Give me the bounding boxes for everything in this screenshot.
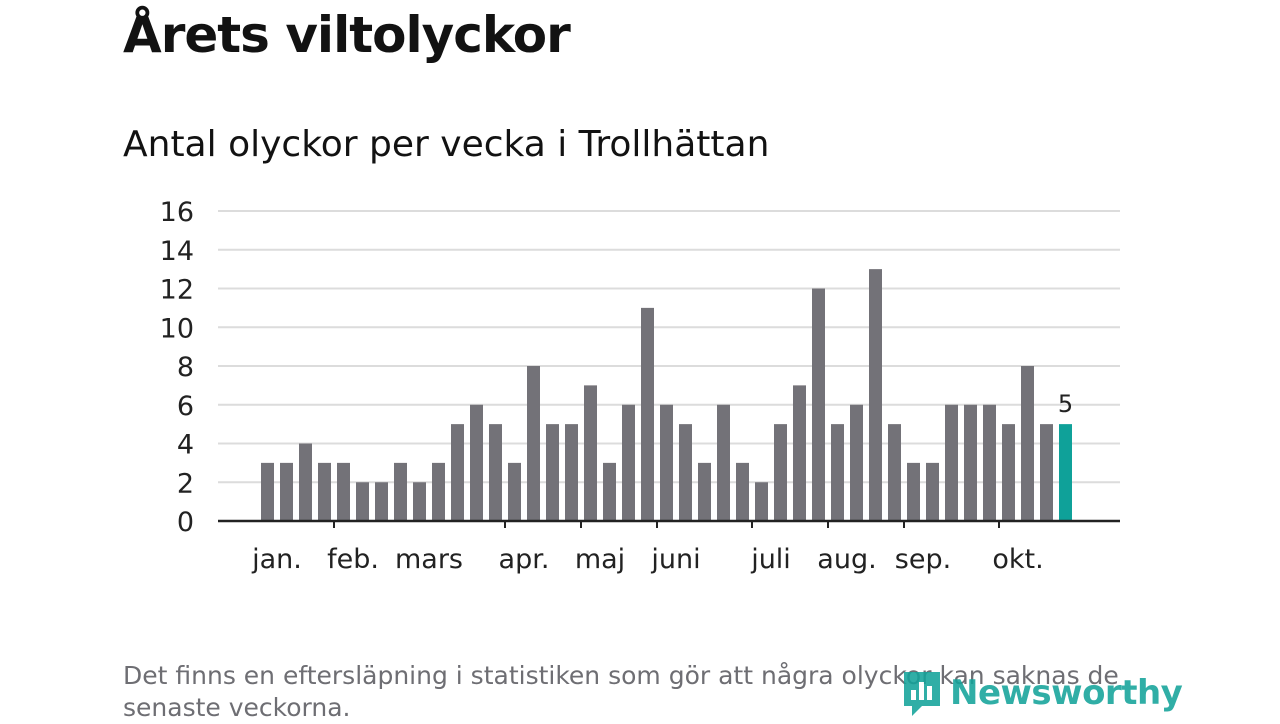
- bar: [869, 269, 882, 521]
- bar: [584, 385, 597, 521]
- x-tick-label: feb.: [327, 544, 379, 575]
- bar: [907, 462, 920, 521]
- newsworthy-logo-icon: [904, 672, 940, 716]
- y-tick-label: 10: [160, 313, 194, 344]
- bar: [356, 482, 369, 521]
- bar: [508, 462, 521, 521]
- x-axis-month-labels: jan. feb. mars apr. maj juni juli aug. sep. okt.: [251, 544, 1044, 575]
- bar: [774, 424, 787, 521]
- bar: [831, 424, 844, 521]
- y-tick-label: 6: [177, 391, 194, 422]
- bar: [983, 404, 996, 521]
- x-tick-label: juli: [750, 544, 791, 575]
- bar: [470, 404, 483, 521]
- bar: [660, 404, 673, 521]
- bar: [318, 462, 331, 521]
- bar-latest-week: [1059, 424, 1072, 521]
- bar: [755, 482, 768, 521]
- newsworthy-logo: Newsworthy: [900, 668, 1183, 718]
- bar: [375, 482, 388, 521]
- y-tick-label: 14: [160, 236, 194, 267]
- y-tick-label: 8: [177, 352, 194, 383]
- x-tick-label: jan.: [251, 544, 302, 575]
- x-tick-label: juni: [650, 544, 700, 575]
- bar: [812, 288, 825, 521]
- bar: [1002, 424, 1015, 521]
- x-tick-label: mars: [395, 544, 463, 575]
- bar: [736, 462, 749, 521]
- x-tick-label: aug.: [817, 544, 876, 575]
- bar: [603, 462, 616, 521]
- x-tick-label: okt.: [992, 544, 1043, 575]
- bar: [964, 404, 977, 521]
- y-axis-ticks: 0 2 4 6 8 10 12 14 16: [160, 197, 194, 538]
- chart-title: Årets viltolyckor: [123, 6, 571, 64]
- bar: [413, 482, 426, 521]
- bar: [565, 424, 578, 521]
- bar: [717, 404, 730, 521]
- y-tick-label: 4: [177, 430, 194, 461]
- y-tick-label: 16: [160, 197, 194, 228]
- bar: [451, 424, 464, 521]
- data-labels: 5: [1058, 390, 1073, 418]
- bar: [641, 307, 654, 521]
- bar: [622, 404, 635, 521]
- bar: [945, 404, 958, 521]
- bar: [546, 424, 559, 521]
- y-tick-label: 12: [160, 275, 194, 306]
- data-label-latest: 5: [1058, 390, 1073, 418]
- y-tick-label: 0: [177, 507, 194, 538]
- x-tick-label: maj: [575, 544, 625, 575]
- bar: [793, 385, 806, 521]
- bar: [698, 462, 711, 521]
- footnote: Det finns en eftersläpning i statistiken…: [123, 661, 1119, 722]
- bar: [280, 462, 293, 521]
- bar: [432, 462, 445, 521]
- x-axis: [218, 519, 1120, 528]
- bar: [1040, 424, 1053, 521]
- bar: [888, 424, 901, 521]
- bars: [261, 269, 1072, 521]
- bar: [850, 404, 863, 521]
- bar: [527, 366, 540, 521]
- x-tick-label: apr.: [499, 544, 550, 575]
- bar: [299, 443, 312, 521]
- bar: [1021, 366, 1034, 521]
- y-tick-label: 2: [177, 468, 194, 499]
- bar: [261, 462, 274, 521]
- bar: [337, 462, 350, 521]
- bar: [489, 424, 502, 521]
- x-tick-label: sep.: [895, 544, 951, 575]
- bar: [394, 462, 407, 521]
- newsworthy-logo-text: Newsworthy: [950, 673, 1183, 713]
- bar-chart: 0 2 4 6 8 10 12 14 16 jan. feb. mars apr. maj juni jul…: [160, 197, 1120, 575]
- bar: [679, 424, 692, 521]
- chart-subtitle: Antal olyckor per vecka i Trollhättan: [123, 124, 770, 165]
- bar: [926, 462, 939, 521]
